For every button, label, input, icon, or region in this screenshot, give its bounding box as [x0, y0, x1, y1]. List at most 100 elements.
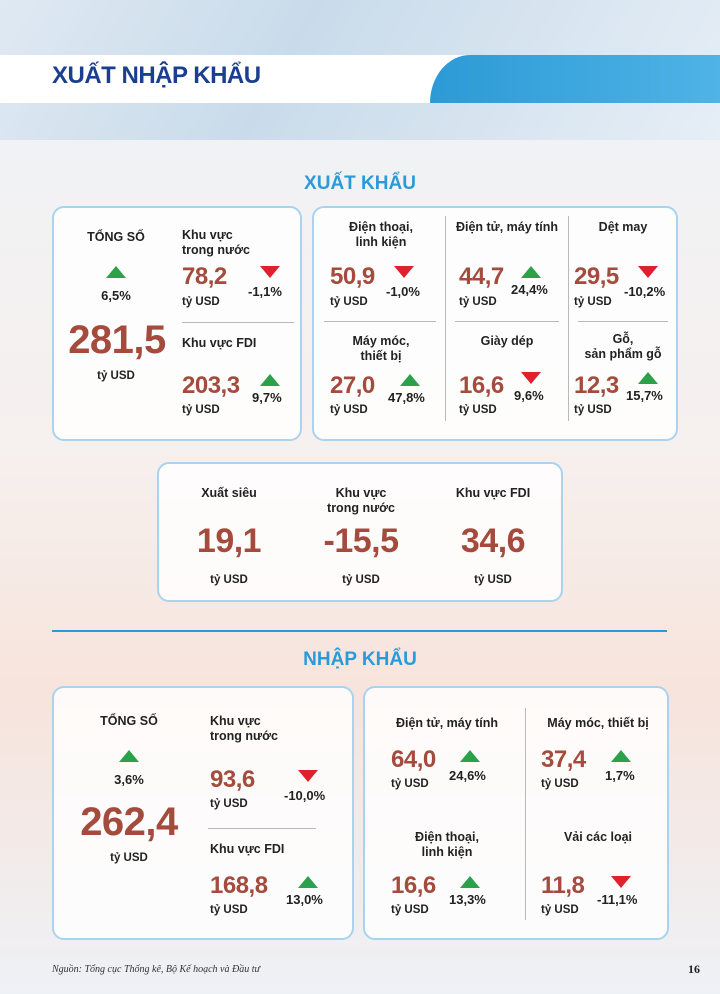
divider [568, 216, 569, 421]
surplus-unit: tỷ USD [342, 574, 380, 586]
divider [578, 321, 668, 322]
import-item-value: 37,4 [541, 746, 586, 773]
export-fdi-label: Khu vực FDI [182, 336, 257, 350]
up-arrow-icon [119, 750, 139, 762]
import-item-unit: tỷ USD [391, 904, 429, 916]
surplus-label: Khu vực FDI [455, 486, 531, 500]
export-item-change: 24,4% [511, 282, 548, 297]
export-item-value: 44,7 [459, 263, 504, 290]
export-item-label: Máy móc, thiết bị [352, 334, 410, 363]
import-item-label: Điện thoại, linh kiện [415, 830, 479, 859]
import-fdi-label: Khu vực FDI [210, 842, 285, 856]
up-arrow-icon [638, 372, 658, 384]
up-arrow-icon [521, 266, 541, 278]
export-item-label: Giày dép [480, 334, 534, 348]
divider [324, 321, 436, 322]
export-item-change: 15,7% [626, 388, 663, 403]
export-domestic-label: Khu vực trong nước [182, 228, 250, 257]
up-arrow-icon [460, 750, 480, 762]
up-arrow-icon [260, 374, 280, 386]
export-domestic-unit: tỷ USD [182, 296, 220, 308]
export-total-change: 6,5% [101, 288, 131, 303]
export-items-card: Điện thoại, linh kiện 50,9 tỷ USD -1,0% … [312, 206, 678, 441]
up-arrow-icon [106, 266, 126, 278]
export-domestic-value: 78,2 [182, 263, 227, 290]
up-arrow-icon [400, 374, 420, 386]
export-item-value: 50,9 [330, 263, 375, 290]
export-item-unit: tỷ USD [459, 404, 497, 416]
page-title: XUẤT NHẬP KHẨU [52, 62, 261, 89]
import-total-label: TỔNG SỐ [100, 714, 158, 728]
export-total-label: TỔNG SỐ [87, 230, 145, 244]
surplus-value: 19,1 [196, 522, 262, 560]
export-item-value: 29,5 [574, 263, 619, 290]
divider [208, 828, 316, 829]
export-item-value: 16,6 [459, 372, 504, 399]
export-fdi-unit: tỷ USD [182, 404, 220, 416]
export-item-change: 47,8% [388, 390, 425, 405]
down-arrow-icon [521, 372, 541, 384]
export-item-change: -10,2% [624, 284, 666, 299]
down-arrow-icon [298, 770, 318, 782]
section-divider [52, 630, 667, 632]
divider [455, 321, 559, 322]
surplus-value: -15,5 [323, 522, 400, 560]
surplus-value: 34,6 [460, 522, 526, 560]
export-item-label: Gỗ, sản phẩm gỗ [584, 332, 662, 361]
import-item-label: Máy móc, thiết bị [547, 716, 649, 730]
import-item-value: 64,0 [391, 746, 436, 773]
page-number: 16 [688, 962, 700, 976]
export-item-value: 27,0 [330, 372, 375, 399]
up-arrow-icon [611, 750, 631, 762]
import-item-change: 13,3% [449, 892, 486, 907]
export-item-unit: tỷ USD [459, 296, 497, 308]
import-item-value: 16,6 [391, 872, 436, 899]
import-domestic-unit: tỷ USD [210, 798, 248, 810]
import-item-label: Điện tử, máy tính [395, 716, 499, 730]
export-item-value: 12,3 [574, 372, 619, 399]
import-domestic-label: Khu vực trong nước [210, 714, 278, 743]
divider [182, 322, 294, 323]
import-total-change: 3,6% [114, 772, 144, 787]
export-item-label: Điện tử, máy tính [455, 220, 559, 234]
export-item-label: Dệt may [598, 220, 648, 234]
up-arrow-icon [460, 876, 480, 888]
export-item-unit: tỷ USD [574, 404, 612, 416]
export-item-label: Điện thoại, linh kiện [349, 220, 413, 249]
import-domestic-value: 93,6 [210, 766, 255, 793]
down-arrow-icon [638, 266, 658, 278]
up-arrow-icon [298, 876, 318, 888]
surplus-unit: tỷ USD [210, 574, 248, 586]
import-items-card: Điện tử, máy tính 64,0 tỷ USD 24,6% Máy … [363, 686, 669, 940]
surplus-label: Xuất siêu [201, 486, 257, 500]
down-arrow-icon [260, 266, 280, 278]
down-arrow-icon [394, 266, 414, 278]
export-item-change: -1,0% [386, 284, 420, 299]
export-total-card: TỔNG SỐ 6,5% 281,5 tỷ USD Khu vực trong … [52, 206, 302, 441]
down-arrow-icon [611, 876, 631, 888]
surplus-unit: tỷ USD [474, 574, 512, 586]
export-section-title: XUẤT KHẨU [304, 173, 416, 194]
import-item-change: 24,6% [449, 768, 486, 783]
divider [525, 708, 526, 920]
import-item-unit: tỷ USD [541, 778, 579, 790]
surplus-label: Khu vực trong nước [327, 486, 395, 515]
import-section-title: NHẬP KHẨU [303, 649, 417, 670]
import-total-unit: tỷ USD [110, 852, 148, 864]
export-item-unit: tỷ USD [330, 296, 368, 308]
import-item-unit: tỷ USD [541, 904, 579, 916]
import-item-label: Vải các loại [563, 830, 633, 844]
export-item-unit: tỷ USD [330, 404, 368, 416]
export-fdi-change: 9,7% [252, 390, 282, 405]
import-domestic-change: -10,0% [284, 788, 326, 803]
import-fdi-unit: tỷ USD [210, 904, 248, 916]
source-note: Nguồn: Tổng cục Thống kê, Bộ Kế hoạch và… [52, 964, 260, 975]
export-domestic-change: -1,1% [248, 284, 282, 299]
import-total-card: TỔNG SỐ 3,6% 262,4 tỷ USD Khu vực trong … [52, 686, 354, 940]
import-item-change: 1,7% [605, 768, 635, 783]
export-total-value: 281,5 [68, 318, 166, 362]
import-item-unit: tỷ USD [391, 778, 429, 790]
header-accent-band [430, 55, 720, 103]
export-item-change: 9,6% [514, 388, 544, 403]
import-fdi-change: 13,0% [286, 892, 323, 907]
